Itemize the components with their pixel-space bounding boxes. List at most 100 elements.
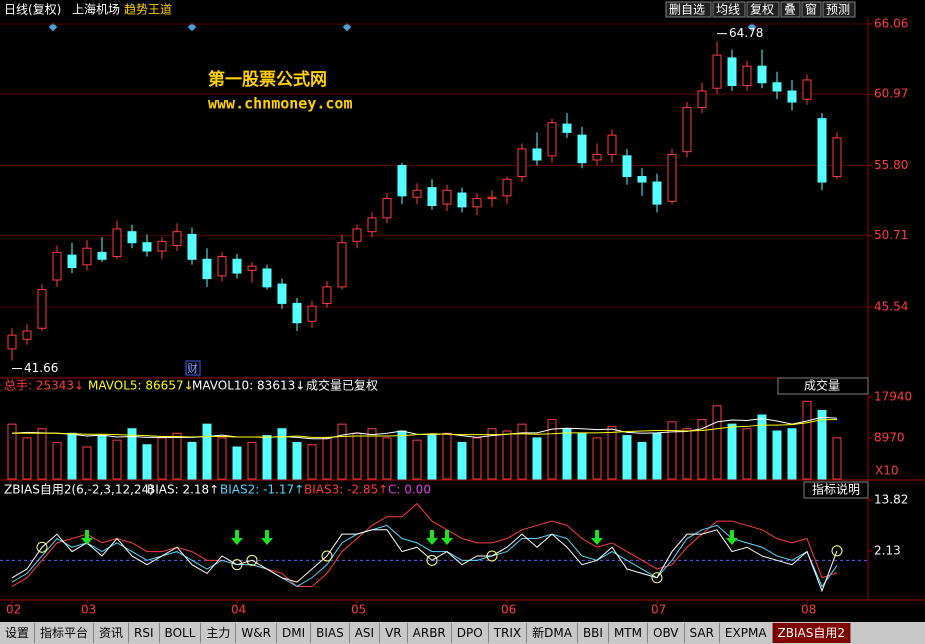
toolbar-button-label[interactable]: 窗: [805, 3, 817, 17]
volume-ma-line: [12, 419, 837, 438]
candle-body: [157, 240, 167, 252]
volume-bar: [502, 430, 512, 480]
volume-bar: [532, 437, 542, 480]
tab[interactable]: 新DMA: [527, 623, 578, 643]
candle-body: [367, 217, 377, 233]
candle-body: [352, 228, 362, 242]
candle-body: [712, 54, 722, 89]
help-label[interactable]: 指标说明: [812, 482, 860, 497]
volume-bar: [802, 400, 812, 480]
volume-bar: [157, 437, 167, 480]
tab[interactable]: ARBR: [408, 623, 452, 643]
event-mark: 财: [187, 361, 198, 375]
toolbar-button[interactable]: [746, 1, 780, 18]
candle-body: [562, 123, 572, 133]
candle-body: [412, 189, 422, 198]
toolbar-button-label[interactable]: 预测: [826, 3, 850, 17]
candle-body: [97, 251, 107, 260]
volume-bar: [667, 421, 677, 480]
volume-bar: [82, 446, 92, 480]
y-tick-label: 60.97: [874, 87, 908, 101]
signal-arrow: [726, 530, 738, 545]
toolbar-button[interactable]: [822, 1, 856, 18]
chart: 日线(复权) 上海机场 趋势王道 第一股票公式网 www.chnmoney.co…: [0, 0, 925, 617]
cross-circle: [36, 541, 48, 553]
volume-bar: [637, 441, 647, 480]
volume-legend-1: MAVOL5: 86657↓: [88, 379, 194, 393]
y-tick-label: 8970: [874, 430, 905, 444]
signal-arrow: [441, 530, 453, 545]
toolbar-button-label[interactable]: 删自选: [669, 3, 705, 17]
tab[interactable]: ZBIAS自用2: [772, 623, 851, 643]
toolbar-button-label[interactable]: 复权: [750, 3, 774, 17]
tab[interactable]: EXPMA: [720, 623, 773, 643]
tab[interactable]: OBV: [648, 623, 685, 643]
volume-selector[interactable]: [777, 377, 869, 395]
volume-bar: [97, 435, 107, 480]
volume-bar: [247, 441, 257, 480]
tab[interactable]: BBI: [578, 623, 609, 643]
event-box: [185, 360, 201, 376]
toolbar-button[interactable]: [665, 1, 712, 18]
tab[interactable]: BIAS: [311, 623, 350, 643]
candle-body: [7, 334, 17, 350]
toolbar-button[interactable]: [780, 1, 801, 18]
tab[interactable]: VR: [380, 623, 408, 643]
candle-body: [772, 82, 782, 92]
tab[interactable]: 主力: [201, 623, 237, 643]
bias-line: [11, 524, 838, 588]
volume-bar: [367, 428, 377, 480]
volume-bar: [787, 428, 797, 480]
toolbar-button-label[interactable]: 均线: [716, 3, 740, 17]
signal-arrow: [261, 530, 273, 545]
toolbar-button[interactable]: [712, 1, 746, 18]
volume-bar: [427, 435, 437, 480]
tab[interactable]: DMI: [277, 623, 312, 643]
tab[interactable]: RSI: [129, 623, 160, 643]
candle-body: [82, 247, 92, 266]
volume-selector-label[interactable]: 成交量: [804, 378, 840, 393]
tab[interactable]: TRIX: [489, 623, 528, 643]
volume-bar: [487, 428, 497, 480]
tab[interactable]: 设置: [0, 623, 36, 643]
tab[interactable]: SAR: [685, 623, 720, 643]
toolbar-button[interactable]: [801, 1, 822, 18]
cross-circle: [486, 550, 498, 562]
y-tick-label: 2.13: [874, 544, 901, 558]
bias-legend-4: C: 0.00: [388, 483, 431, 497]
toolbar-button-label[interactable]: 叠: [784, 3, 796, 17]
candle-body: [142, 242, 152, 252]
tab[interactable]: W&R: [236, 623, 277, 643]
tab[interactable]: DPO: [452, 623, 489, 643]
candle-body: [652, 181, 662, 205]
volume-bar: [577, 432, 587, 480]
candle-body: [427, 187, 437, 206]
y-tick-label: 13.82: [874, 493, 908, 507]
volume-bar: [352, 432, 362, 480]
tab[interactable]: BOLL: [160, 623, 202, 643]
volume-bar: [202, 423, 212, 480]
volume-bar: [697, 419, 707, 480]
bias-legend-2: BIAS2: -1.17↑: [220, 483, 304, 497]
tab[interactable]: ASI: [350, 623, 381, 643]
tab[interactable]: MTM: [609, 623, 648, 643]
volume-bar: [457, 441, 467, 480]
cross-circle: [231, 559, 243, 571]
tab[interactable]: 资讯: [94, 623, 130, 643]
volume-bar: [412, 439, 422, 480]
help-button[interactable]: [803, 481, 869, 499]
volume-bar: [712, 405, 722, 480]
tab[interactable]: 指标平台: [35, 623, 95, 643]
watermark-url: www.chnmoney.com: [208, 95, 353, 113]
cross-circle: [831, 545, 843, 557]
volume-bar: [187, 441, 197, 480]
volume-bar: [757, 414, 767, 480]
volume-bar: [337, 423, 347, 480]
volume-bar: [22, 437, 32, 480]
candle-body: [67, 254, 77, 269]
volume-unit: X10: [875, 464, 899, 478]
watermark-name: 第一股票公式网: [208, 69, 327, 90]
volume-bar: [52, 441, 62, 480]
candle-body: [517, 148, 527, 178]
volume-bar: [307, 444, 317, 480]
